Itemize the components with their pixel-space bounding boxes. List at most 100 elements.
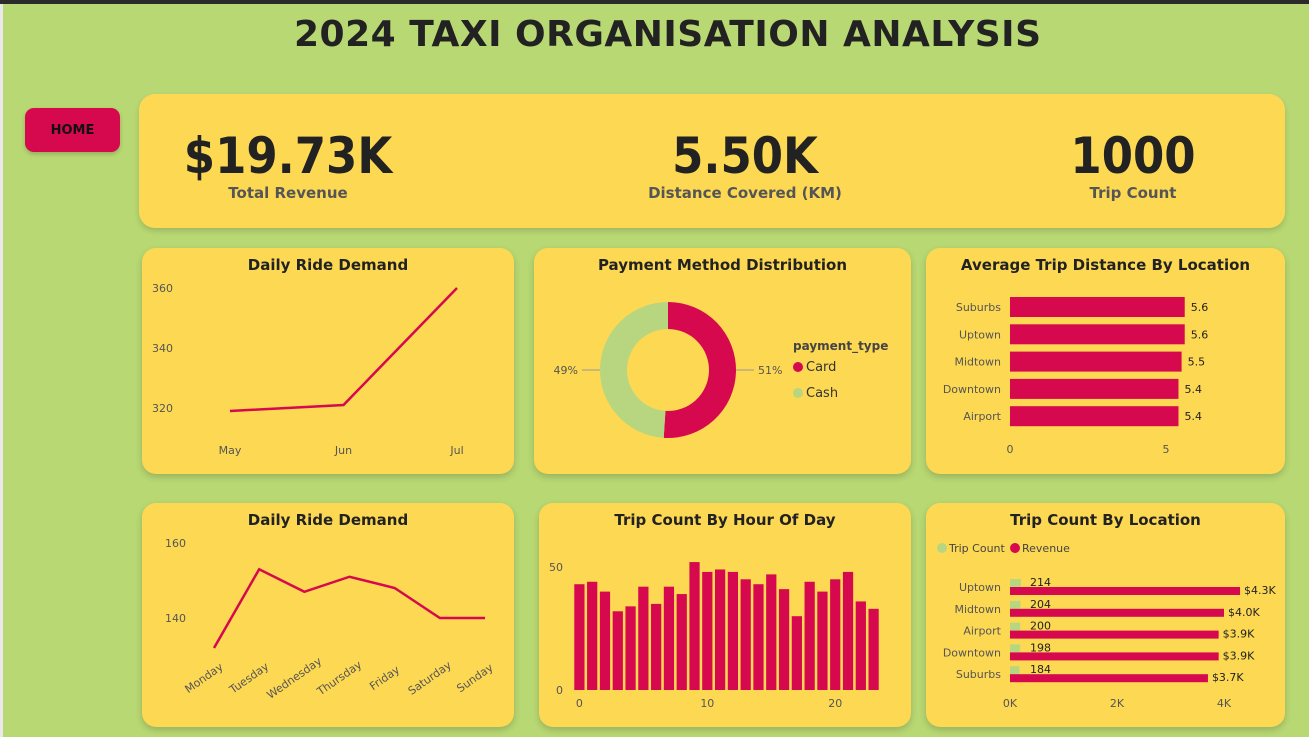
bar-chart-hourly: 0 50 0 10 20	[549, 561, 879, 710]
data-label: 5.6	[1191, 301, 1209, 314]
kpi-total-revenue: $19.73K Total Revenue	[179, 128, 397, 202]
data-label: $3.9K	[1223, 628, 1255, 641]
x-tick-label: Jul	[449, 444, 463, 457]
x-tick-label: Jun	[334, 444, 352, 457]
category-label: Uptown	[959, 581, 1001, 594]
x-tick-label: 10	[700, 697, 714, 710]
legend-marker	[793, 362, 803, 372]
bar-trip-count	[1010, 622, 1021, 631]
data-label: $4.0K	[1228, 606, 1260, 619]
bar	[714, 569, 726, 690]
legend-label: Revenue	[1022, 542, 1070, 555]
chart-title: Daily Ride Demand	[247, 256, 409, 274]
data-label: 5.5	[1188, 356, 1206, 369]
window-top-bar	[0, 0, 1309, 4]
bar	[599, 591, 611, 690]
chart-title: Trip Count By Hour Of Day	[614, 511, 836, 529]
bar-revenue	[1010, 587, 1241, 595]
legend-marker	[937, 543, 947, 553]
card-average-trip-distance[interactable]: Average Trip Distance By Location Suburb…	[926, 248, 1285, 474]
category-label: Suburbs	[956, 668, 1001, 681]
card-daily-ride-demand-monthly[interactable]: Daily Ride Demand 320 340 360 May Jun Jul	[142, 248, 514, 474]
data-label: $3.9K	[1223, 649, 1255, 662]
bar	[574, 584, 585, 690]
y-tick-label: 140	[165, 612, 186, 625]
bar	[753, 584, 764, 690]
bar-revenue	[1010, 652, 1219, 661]
bar	[1010, 297, 1185, 317]
data-label: 214	[1030, 576, 1051, 589]
bar	[740, 579, 751, 690]
category-label: Downtown	[943, 646, 1001, 659]
donut-slice-cash	[600, 302, 668, 438]
kpi-value: 1000	[1070, 127, 1196, 185]
category-label: Suburbs	[956, 301, 1001, 314]
legend-label: Trip Count	[948, 542, 1006, 555]
donut-chart-payment: 51% 49% payment_type Card Cash	[554, 302, 888, 438]
bar	[817, 591, 828, 690]
kpi-distance-covered: 5.50K Distance Covered (KM)	[635, 128, 855, 202]
bar-chart-avg-distance: Suburbs 5.6 Uptown 5.6 Midtown 5.5 Downtown 5.4…	[943, 297, 1209, 456]
x-tick-label: 0	[576, 697, 583, 710]
chart-title: Average Trip Distance By Location	[960, 256, 1251, 274]
home-button[interactable]: HOME	[25, 108, 120, 152]
chart-title: Daily Ride Demand	[247, 511, 409, 529]
bar	[663, 586, 675, 690]
category-label: Airport	[963, 625, 1001, 638]
bar	[1010, 324, 1185, 345]
legend-label: Cash	[806, 386, 838, 401]
card-payment-method-distribution[interactable]: Payment Method Distribution 51% 49% paymen…	[534, 248, 911, 474]
card-daily-ride-demand-weekday[interactable]: Daily Ride Demand 140 160 Monday Tuesday Wed…	[142, 503, 514, 727]
kpi-label: Distance Covered (KM)	[648, 184, 842, 202]
y-tick-label: 50	[549, 561, 563, 574]
bar	[612, 611, 623, 690]
bar-revenue	[1010, 608, 1224, 617]
category-label: Airport	[963, 410, 1001, 423]
x-tick-label: Saturday	[406, 658, 454, 697]
data-label: $3.7K	[1212, 671, 1244, 684]
line-chart-monthly: 320 340 360 May Jun Jul	[152, 282, 464, 457]
bar-trip-count	[1010, 600, 1021, 609]
bar-trip-count	[1010, 579, 1021, 587]
x-tick-label: Monday	[182, 660, 225, 696]
x-tick-label: Sunday	[454, 661, 496, 696]
bar	[1010, 378, 1179, 399]
x-tick-label: Friday	[367, 663, 402, 693]
bar-trip-count	[1010, 644, 1021, 653]
category-label: Midtown	[954, 356, 1001, 369]
page-title: 2024 TAXI ORGANISATION ANALYSIS	[294, 14, 1042, 55]
legend-label: Card	[806, 360, 836, 375]
bar	[651, 603, 662, 690]
data-label: 5.4	[1184, 383, 1202, 396]
card-trip-count-by-hour[interactable]: Trip Count By Hour Of Day 0 50 0 10 20	[539, 503, 911, 727]
bar	[791, 616, 802, 690]
kpi-label: Trip Count	[1089, 184, 1177, 202]
kpi-value: $19.73K	[183, 127, 393, 185]
chart-title: Payment Method Distribution	[597, 256, 848, 274]
bar	[766, 574, 777, 690]
legend-marker	[1010, 543, 1020, 553]
bar-trip-count	[1010, 666, 1020, 675]
kpi-panel: $19.73K Total Revenue 5.50K Distance Cov…	[139, 94, 1285, 228]
category-label: Midtown	[954, 603, 1001, 616]
series-line	[212, 567, 485, 649]
x-tick-label: Wednesday	[265, 654, 325, 701]
data-label: 5.6	[1191, 328, 1209, 341]
bar	[855, 601, 866, 690]
kpi-trip-count: 1000 Trip Count	[1053, 128, 1213, 202]
y-tick-label: 340	[152, 342, 173, 355]
bar	[676, 594, 687, 690]
bar	[587, 581, 598, 690]
x-tick-label: May	[219, 444, 242, 457]
card-trip-count-by-location[interactable]: Trip Count By Location Trip Count Revenue…	[926, 503, 1285, 727]
x-tick-label: 20	[828, 697, 842, 710]
x-tick-label: 2K	[1110, 697, 1125, 710]
data-label: 204	[1030, 598, 1051, 611]
kpi-label: Total Revenue	[228, 184, 348, 202]
bar	[778, 589, 790, 690]
bar	[638, 586, 649, 690]
y-tick-label: 360	[152, 282, 173, 295]
bar-revenue	[1010, 674, 1208, 683]
chart-title: Trip Count By Location	[1010, 511, 1201, 529]
